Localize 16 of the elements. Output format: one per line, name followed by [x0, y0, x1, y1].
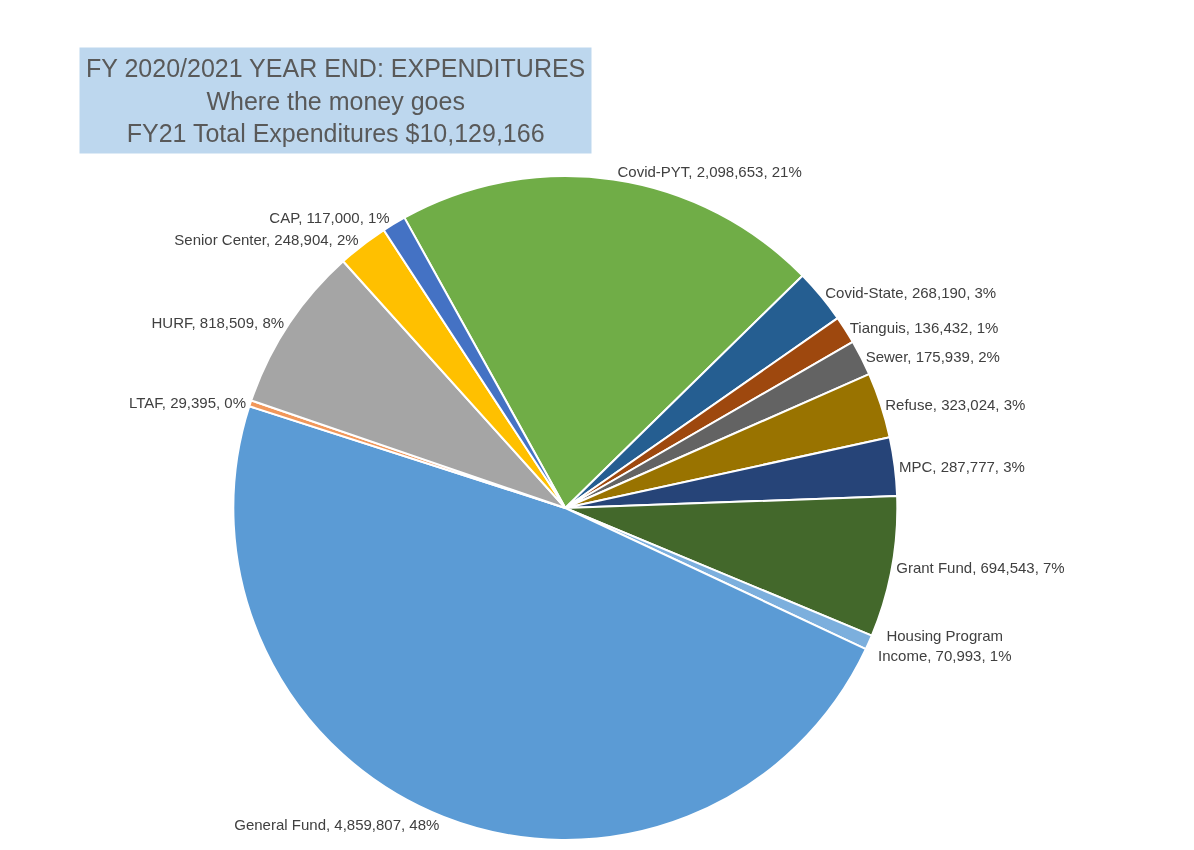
slice-label: MPC, 287,777, 3%	[898, 457, 1025, 475]
slice-label: LTAF, 29,395, 0%	[129, 393, 247, 411]
slice-label: Housing Program Income, 70,993, 1%	[878, 627, 1012, 664]
slice-label: Grant Fund, 694,543, 7%	[896, 558, 1065, 576]
slice-label: CAP, 117,000, 1%	[269, 208, 390, 226]
slice-label: HURF, 818,509, 8%	[151, 313, 285, 331]
slice-label: Sewer, 175,939, 2%	[865, 347, 1000, 365]
chart-title: FY 2020/2021 YEAR END: EXPENDITURES	[86, 54, 586, 82]
slice-label: Tianguis, 136,432, 1%	[849, 318, 999, 336]
slice-label: Covid-State, 268,190, 3%	[825, 284, 997, 302]
chart-subtitle: Where the money goes	[206, 86, 465, 115]
text: FY21 Total Expenditures $10,129,166	[126, 119, 545, 147]
slice-label: Senior Center, 248,904, 2%	[174, 231, 359, 249]
slice-label: General Fund, 4,859,807, 48%	[234, 815, 440, 833]
slice-label: Refuse, 323,024, 3%	[885, 395, 1026, 413]
slice-label: Covid-PYT, 2,098,653, 21%	[617, 162, 802, 180]
